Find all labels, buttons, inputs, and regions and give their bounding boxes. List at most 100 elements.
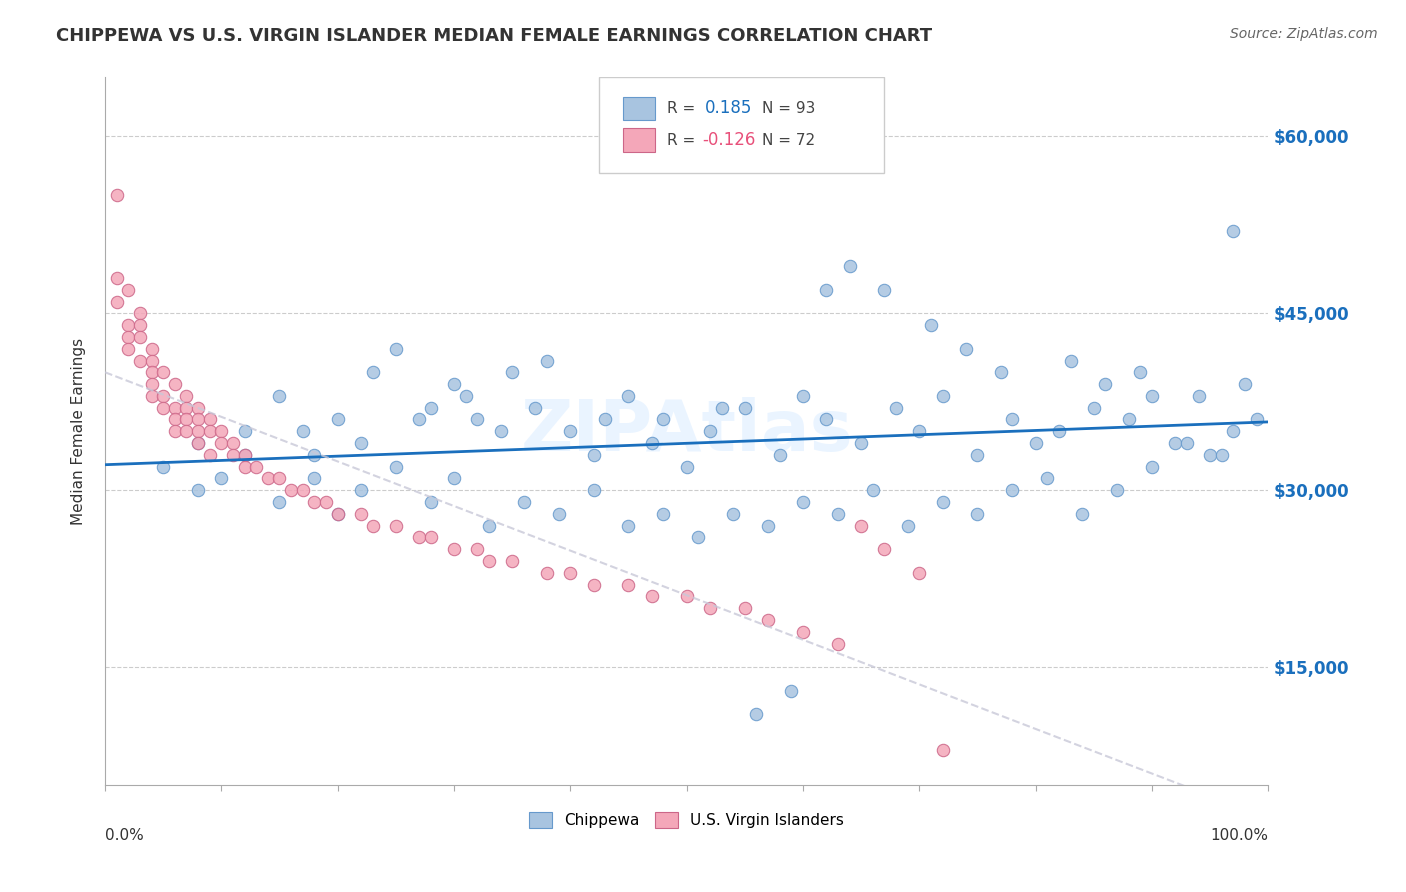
Point [815, 283, 838, 297]
Point [117, 330, 139, 344]
Text: -0.126: -0.126 [702, 131, 755, 149]
Point [245, 459, 267, 474]
Point [326, 412, 349, 426]
Y-axis label: Median Female Earnings: Median Female Earnings [72, 338, 86, 524]
Point [233, 459, 256, 474]
Point [721, 507, 744, 521]
Point [827, 636, 849, 650]
Point [198, 412, 221, 426]
Point [1164, 436, 1187, 450]
Point [198, 424, 221, 438]
Legend: Chippewa, U.S. Virgin Islanders: Chippewa, U.S. Virgin Islanders [523, 805, 851, 834]
Point [152, 389, 174, 403]
Point [780, 683, 803, 698]
Point [187, 436, 209, 450]
Point [105, 188, 128, 202]
Point [141, 377, 163, 392]
Point [443, 377, 465, 392]
Point [222, 448, 245, 462]
Point [350, 507, 373, 521]
Point [233, 424, 256, 438]
Point [478, 554, 501, 568]
Point [419, 495, 441, 509]
Text: ZIPAtlas: ZIPAtlas [520, 397, 853, 466]
Point [641, 590, 664, 604]
Point [815, 412, 838, 426]
Point [827, 507, 849, 521]
Point [209, 424, 232, 438]
Point [163, 377, 186, 392]
Point [209, 471, 232, 485]
Point [1140, 459, 1163, 474]
FancyBboxPatch shape [623, 96, 655, 120]
Point [419, 530, 441, 544]
Text: 0.185: 0.185 [706, 99, 752, 117]
Point [582, 483, 605, 498]
Point [152, 401, 174, 415]
Point [1187, 389, 1209, 403]
Point [966, 507, 988, 521]
Point [1234, 377, 1257, 392]
Point [454, 389, 477, 403]
Point [1222, 424, 1244, 438]
Point [326, 507, 349, 521]
Point [291, 424, 314, 438]
Point [1094, 377, 1116, 392]
Point [593, 412, 616, 426]
Point [361, 365, 384, 379]
Point [617, 577, 640, 591]
Point [745, 707, 768, 722]
Point [176, 412, 198, 426]
Point [233, 448, 256, 462]
Point [141, 342, 163, 356]
Point [152, 365, 174, 379]
Point [419, 401, 441, 415]
Point [1059, 353, 1081, 368]
Point [931, 743, 953, 757]
Point [187, 401, 209, 415]
Text: R =: R = [666, 101, 700, 116]
Point [617, 389, 640, 403]
Point [536, 566, 558, 580]
Point [1199, 448, 1222, 462]
Point [862, 483, 884, 498]
Point [966, 448, 988, 462]
Point [536, 353, 558, 368]
Point [560, 424, 582, 438]
Point [385, 342, 408, 356]
Text: R =: R = [666, 133, 700, 147]
Point [501, 554, 523, 568]
Text: Source: ZipAtlas.com: Source: ZipAtlas.com [1230, 27, 1378, 41]
Point [617, 518, 640, 533]
FancyBboxPatch shape [599, 78, 884, 173]
Point [304, 495, 326, 509]
Point [1047, 424, 1070, 438]
Point [734, 601, 756, 615]
Point [675, 590, 697, 604]
Point [641, 436, 664, 450]
Point [128, 306, 150, 320]
Point [838, 259, 860, 273]
Point [128, 353, 150, 368]
Point [117, 318, 139, 332]
Point [163, 424, 186, 438]
Text: N = 72: N = 72 [762, 133, 815, 147]
FancyBboxPatch shape [623, 128, 655, 152]
Point [873, 542, 896, 557]
Point [501, 365, 523, 379]
Point [1246, 412, 1268, 426]
Point [1140, 389, 1163, 403]
Point [582, 448, 605, 462]
Point [582, 577, 605, 591]
Point [884, 401, 907, 415]
Text: 100.0%: 100.0% [1211, 828, 1268, 843]
Point [524, 401, 547, 415]
Point [315, 495, 337, 509]
Point [478, 518, 501, 533]
Point [176, 401, 198, 415]
Point [792, 389, 814, 403]
Point [408, 412, 430, 426]
Point [152, 459, 174, 474]
Point [1025, 436, 1047, 450]
Point [187, 483, 209, 498]
